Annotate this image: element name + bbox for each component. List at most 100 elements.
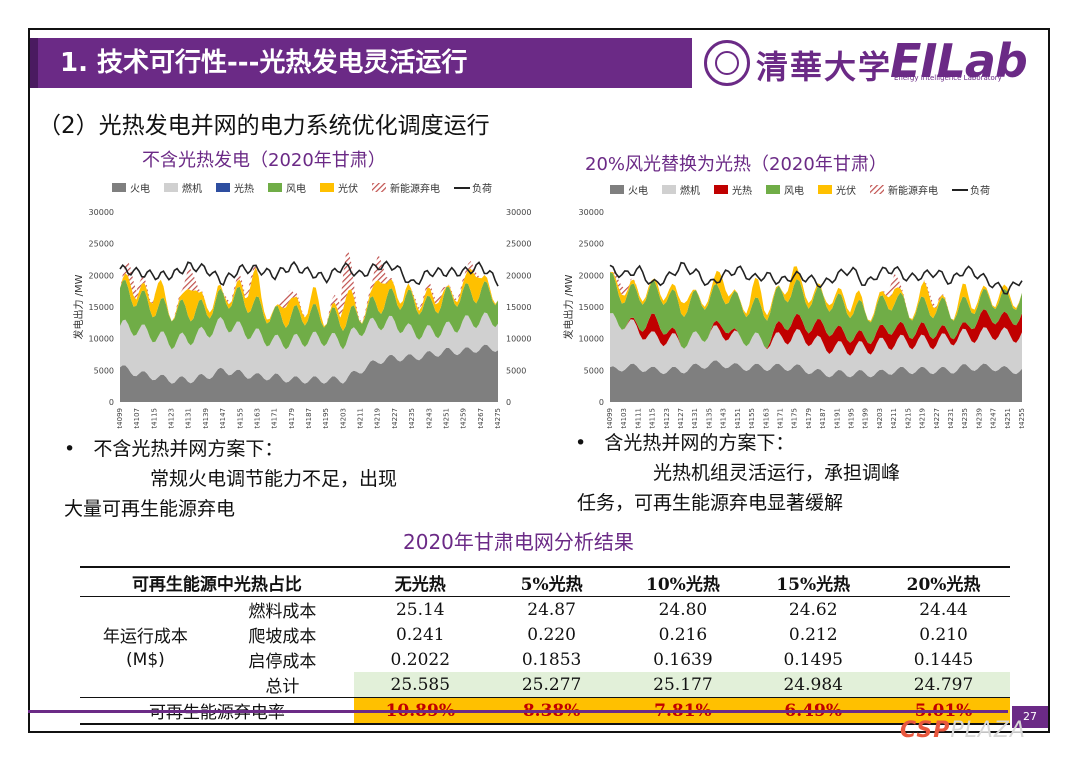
cell: 25.277 xyxy=(486,672,617,698)
x-tick-label: t4251 xyxy=(442,408,450,429)
area-series-燃机 xyxy=(610,313,1022,378)
x-tick-label: t4211 xyxy=(890,408,898,429)
y2-tick-label: 25000 xyxy=(506,240,531,249)
cell: 0.216 xyxy=(658,624,708,645)
slide: 1. 技术可行性---光热发电灵活运行 清華大学 EILab Energy In… xyxy=(28,28,1050,733)
bullet-left-head: 不含光热并网方案下： xyxy=(93,438,284,460)
y-tick-label: 20000 xyxy=(89,271,114,280)
area-series-火电 xyxy=(120,344,498,402)
chart-left-title: 不含光热发电（2020年甘肃） xyxy=(142,150,386,171)
bullet-dot: • xyxy=(575,432,587,454)
cell: 25.177 xyxy=(616,672,750,698)
x-tick-label: t4187 xyxy=(819,408,827,429)
table-row-total: 总计 25.585 25.277 25.177 24.984 24.797 xyxy=(80,672,1010,698)
cell: 24.80 xyxy=(658,599,708,620)
x-tick-label: t4151 xyxy=(734,408,742,429)
y-tick-label: 15000 xyxy=(89,303,114,312)
cell: 0.241 xyxy=(395,624,445,645)
bullet-left-line2: 大量可再生能源弃电 xyxy=(64,498,236,520)
footer-divider xyxy=(28,710,1008,713)
x-tick-label: t4147 xyxy=(219,408,227,429)
y-tick-label: 30000 xyxy=(89,208,114,217)
x-tick-label: t4175 xyxy=(791,408,799,429)
eilab-logo: EILab xyxy=(890,34,1028,88)
legend-item: 光热 xyxy=(216,182,254,195)
tsinghua-eilab-logo: 清華大学 EILab Energy Intelligence Laborator… xyxy=(698,34,1043,92)
cell: 0.1445 xyxy=(913,649,974,670)
y-tick-label: 10000 xyxy=(579,335,604,344)
legend-item: 光伏 xyxy=(320,182,358,195)
cell: 24.44 xyxy=(919,599,968,620)
y-tick-label: 30000 xyxy=(579,208,604,217)
x-tick-label: t4115 xyxy=(649,408,657,429)
legend-item: 风电 xyxy=(766,184,804,197)
y-tick-label: 0 xyxy=(599,398,604,407)
x-tick-label: t4231 xyxy=(947,408,955,429)
x-tick-label: t4195 xyxy=(848,408,856,429)
eilab-subtitle: Energy Intelligence Laboratory xyxy=(894,74,1002,82)
legend-item: 光热 xyxy=(714,184,752,197)
x-tick-label: t4243 xyxy=(425,408,433,429)
y-axis-label: 发电出力 /MW xyxy=(72,274,85,339)
area-series-火电 xyxy=(610,360,1022,402)
tsinghua-name: 清華大学 xyxy=(756,48,893,86)
x-tick-label: t4143 xyxy=(720,408,728,429)
x-tick-label: t4163 xyxy=(762,408,770,429)
x-tick-label: t4247 xyxy=(990,408,998,429)
x-tick-label: t4235 xyxy=(408,408,416,429)
y-tick-label: 25000 xyxy=(579,240,604,249)
area-series-光热 xyxy=(610,309,1022,356)
cell: 0.1639 xyxy=(653,649,713,670)
cell: 24.62 xyxy=(788,599,838,620)
row-label: 燃料成本 xyxy=(248,602,317,622)
cell: 25.585 xyxy=(353,672,487,698)
watermark: CSPPLAZA xyxy=(900,718,1026,743)
x-tick-label: t4215 xyxy=(904,408,912,429)
y2-tick-label: 20000 xyxy=(506,271,531,280)
x-tick-label: t4259 xyxy=(460,408,468,429)
bullet-dot: • xyxy=(64,438,76,460)
y-tick-label: 15000 xyxy=(579,303,604,312)
legend-label: 光热 xyxy=(732,184,752,197)
y-tick-label: 10000 xyxy=(89,335,114,344)
row-label: 爬坡成本 xyxy=(248,627,317,647)
y2-tick-label: 15000 xyxy=(506,303,531,312)
x-tick-label: t4123 xyxy=(168,408,176,429)
x-tick-label: t4111 xyxy=(634,408,642,429)
section-subtitle: （2）光热发电并网的电力系统优化调度运行 xyxy=(38,113,490,139)
y-tick-label: 5000 xyxy=(94,366,114,375)
cell: 25.14 xyxy=(395,599,445,620)
y-tick-label: 25000 xyxy=(89,240,114,249)
x-tick-label: t4115 xyxy=(150,408,158,429)
table-header: 可再生能源中光热占比 xyxy=(80,566,354,597)
table-header-row: 可再生能源中光热占比 无光热 5%光热 10%光热 15%光热 20%光热 xyxy=(80,566,1010,597)
y2-tick-label: 10000 xyxy=(506,335,531,344)
x-tick-label: t4235 xyxy=(961,408,969,429)
row-label: 启停成本 xyxy=(248,652,317,672)
load-line xyxy=(609,261,1023,295)
x-tick-label: t4227 xyxy=(933,408,941,429)
bullet-left-line1: 常规火电调节能力不足，出现 xyxy=(150,468,398,490)
table-row: 燃料成本 25.14 24.87 24.80 24.62 24.44 xyxy=(80,597,1010,623)
row-label: 总计 xyxy=(265,677,300,697)
x-tick-label: t4171 xyxy=(271,408,279,429)
legend-item: 火电 xyxy=(610,184,648,197)
legend-item: 燃机 xyxy=(662,184,700,197)
x-tick-label: t4219 xyxy=(374,408,382,429)
chart-left: 火电 燃机 光热 风电 光伏 新能源弃电 负荷 30000 25000 20000 15000 100… xyxy=(72,182,531,429)
legend-label: 负荷 xyxy=(970,184,990,197)
table-header: 20%光热 xyxy=(877,566,1010,597)
table-row: 年运行成本 爬坡成本 0.241 0.220 0.216 0.212 0.210 xyxy=(80,622,1010,648)
legend-item: 新能源弃电 xyxy=(372,182,440,195)
y-tick-label: 20000 xyxy=(579,271,604,280)
cell: 0.220 xyxy=(527,624,576,645)
x-tick-label: t4171 xyxy=(776,408,784,429)
x-tick-label: t4195 xyxy=(322,408,330,429)
y2-tick-label: 5000 xyxy=(506,366,526,375)
cell: 24.984 xyxy=(749,672,878,698)
x-tick-label: t4275 xyxy=(494,408,502,429)
cell: 0.2022 xyxy=(390,649,451,670)
legend-label: 火电 xyxy=(130,182,150,195)
x-tick-label: t4135 xyxy=(705,408,713,429)
x-tick-label: t4099 xyxy=(606,408,614,429)
